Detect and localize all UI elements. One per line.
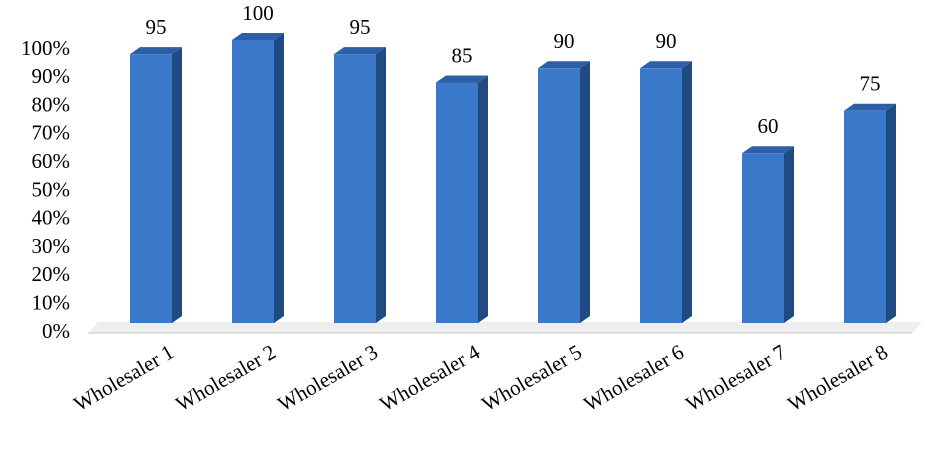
y-tick-label: 10% — [32, 291, 71, 315]
bar — [130, 47, 182, 324]
x-tick-label: Wholesaler 2 — [171, 340, 279, 416]
bar-side — [682, 61, 692, 324]
y-tick-label: 100% — [21, 36, 70, 60]
x-tick-label: Wholesaler 6 — [579, 340, 687, 416]
bar-front — [640, 68, 682, 323]
bar — [334, 47, 386, 324]
bar-front — [436, 82, 478, 323]
bar-top — [640, 61, 692, 69]
bar-top — [538, 61, 590, 69]
x-tick-label: Wholesaler 4 — [375, 339, 484, 416]
bar-top — [130, 47, 182, 55]
bar — [742, 146, 794, 323]
bar-side — [580, 61, 590, 324]
bar — [640, 61, 692, 324]
y-tick-label: 30% — [32, 234, 71, 258]
x-tick-label: Wholesaler 3 — [273, 340, 381, 416]
bar-front — [844, 110, 886, 323]
bar-front — [334, 54, 376, 324]
bar — [232, 33, 284, 323]
x-tick-label: Wholesaler 7 — [681, 340, 789, 416]
bar-side — [784, 146, 794, 323]
bar-top — [742, 146, 794, 154]
data-label: 95 — [146, 15, 167, 39]
data-label: 95 — [350, 15, 371, 39]
bar-side — [172, 47, 182, 324]
data-label: 100 — [242, 1, 274, 25]
bar-side — [376, 47, 386, 324]
x-tick-label: Wholesaler 5 — [477, 340, 585, 416]
floor — [88, 322, 922, 333]
data-label: 90 — [656, 29, 677, 53]
bar-top — [334, 47, 386, 55]
bar-front — [538, 68, 580, 323]
data-label: 90 — [554, 29, 575, 53]
y-tick-label: 60% — [32, 149, 71, 173]
y-tick-label: 90% — [32, 64, 71, 88]
data-label: 75 — [860, 72, 881, 96]
bar — [538, 61, 590, 324]
x-tick-label: Wholesaler 1 — [69, 340, 177, 416]
data-label: 85 — [452, 43, 473, 67]
bar-front — [232, 40, 274, 323]
x-tick-label: Wholesaler 8 — [783, 340, 891, 416]
bar-top — [844, 103, 896, 111]
bar-side — [886, 103, 896, 323]
y-tick-label: 40% — [32, 206, 71, 230]
bar-top — [232, 33, 284, 40]
bar-top — [436, 75, 488, 83]
bar-side — [274, 33, 284, 323]
bar-front — [130, 54, 172, 324]
bar — [436, 75, 488, 323]
bar-side — [478, 75, 488, 323]
y-tick-label: 80% — [32, 92, 71, 116]
bar-front — [742, 153, 784, 323]
y-tick-label: 0% — [42, 319, 70, 343]
y-tick-label: 20% — [32, 262, 71, 286]
data-label: 60 — [758, 114, 779, 138]
y-tick-label: 50% — [32, 177, 71, 201]
y-tick-label: 70% — [32, 121, 71, 145]
bar — [844, 103, 896, 323]
